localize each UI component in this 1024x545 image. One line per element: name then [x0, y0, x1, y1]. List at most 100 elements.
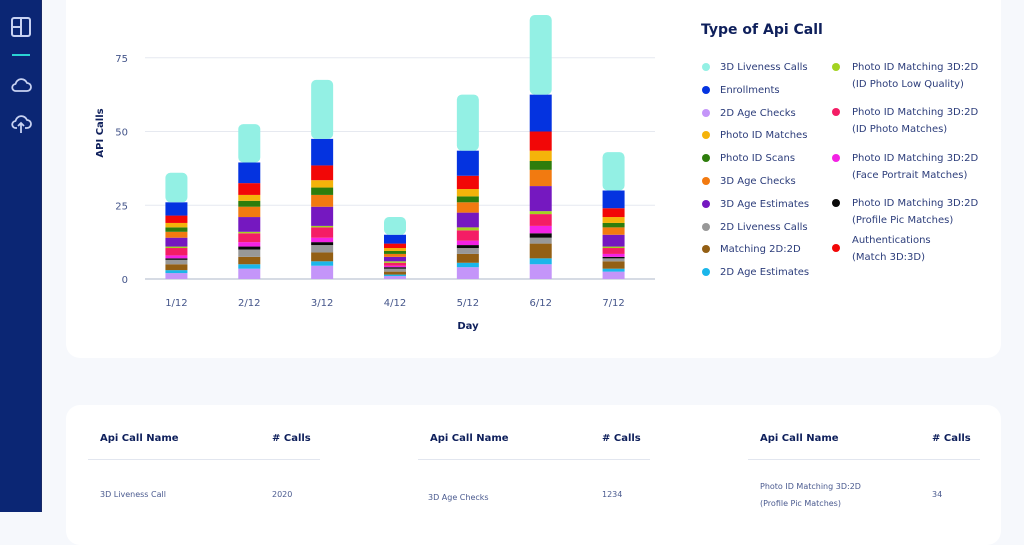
bar-segment[interactable] [384, 276, 406, 279]
bar-segment[interactable] [311, 252, 334, 262]
legend-item[interactable]: Photo ID Matching 3D:2D (Profile Pic Matc… [852, 198, 979, 226]
bar-segment[interactable] [238, 217, 261, 232]
bar-segment[interactable] [456, 94, 479, 151]
bar-segment[interactable] [384, 262, 406, 266]
bar-segment[interactable] [311, 138, 334, 166]
bar-segment[interactable] [165, 231, 188, 238]
bar-segment[interactable] [311, 187, 334, 195]
bar-segment[interactable] [602, 190, 625, 209]
bar-segment[interactable] [456, 262, 479, 268]
bar-segment[interactable] [456, 227, 479, 231]
bar-segment[interactable] [238, 256, 261, 265]
bar-segment[interactable] [602, 256, 625, 259]
bar-segment[interactable] [384, 267, 406, 269]
bar-segment[interactable] [602, 253, 625, 257]
bar-segment[interactable] [384, 271, 406, 275]
bar-segment[interactable] [602, 222, 625, 228]
bar-segment[interactable] [384, 261, 406, 263]
bar-segment[interactable] [238, 246, 261, 250]
bar-segment[interactable] [602, 261, 625, 269]
bar-segment[interactable] [311, 245, 334, 253]
bar-segment[interactable] [529, 186, 552, 212]
bar-segment[interactable] [529, 161, 552, 170]
bar-segment[interactable] [238, 162, 261, 184]
legend-item[interactable]: 2D Age Checks [720, 107, 796, 119]
bar-segment[interactable] [456, 230, 479, 241]
bar-segment[interactable] [384, 268, 406, 272]
bar-segment[interactable] [529, 150, 552, 161]
bar-segment[interactable] [384, 248, 406, 251]
bar-segment[interactable] [238, 194, 261, 201]
legend-item[interactable]: Authentications (Match 3D:3D) [852, 235, 931, 263]
bar-segment[interactable] [384, 234, 406, 244]
bar-segment[interactable] [238, 124, 261, 163]
bar-segment[interactable] [384, 274, 406, 277]
bar-segment[interactable] [384, 243, 406, 249]
bar-segment[interactable] [456, 196, 479, 203]
bar-segment[interactable] [602, 248, 625, 254]
legend-item[interactable]: Matching 2D:2D [720, 244, 801, 256]
bar-segment[interactable] [456, 240, 479, 246]
legend-item[interactable]: Photo ID Matching 3D:2D (Face Portrait Ma… [852, 153, 979, 181]
bar-segment[interactable] [529, 237, 552, 244]
bar-segment[interactable] [456, 245, 479, 249]
bar-segment[interactable] [602, 152, 625, 191]
bar-segment[interactable] [311, 261, 334, 266]
legend-item[interactable]: Photo ID Scans [720, 153, 796, 165]
bar-segment[interactable] [384, 256, 406, 262]
bar-segment[interactable] [311, 242, 334, 246]
bar-segment[interactable] [311, 225, 334, 228]
bar-segment[interactable] [456, 202, 479, 213]
legend-item[interactable]: 2D Liveness Calls [720, 221, 808, 233]
bar-segment[interactable] [529, 214, 552, 226]
bar-segment[interactable] [456, 253, 479, 263]
bar-segment[interactable] [602, 234, 625, 247]
bar-segment[interactable] [311, 237, 334, 243]
bar-segment[interactable] [311, 265, 334, 279]
bar-segment[interactable] [165, 258, 188, 260]
bar-segment[interactable] [529, 264, 552, 279]
bar-segment[interactable] [529, 169, 552, 187]
bar-segment[interactable] [165, 202, 188, 216]
bar-segment[interactable] [238, 183, 261, 195]
bar-segment[interactable] [165, 246, 188, 249]
legend-item[interactable]: Photo ID Matches [720, 130, 808, 142]
bar-segment[interactable] [602, 208, 625, 218]
bar-segment[interactable] [529, 258, 552, 265]
bar-segment[interactable] [165, 172, 188, 203]
bar-segment[interactable] [456, 189, 479, 197]
bar-segment[interactable] [165, 248, 188, 256]
bar-segment[interactable] [238, 268, 261, 279]
bar-segment[interactable] [529, 211, 552, 215]
bar-segment[interactable] [529, 94, 552, 132]
legend-item[interactable]: 2D Age Estimates [720, 267, 810, 279]
cloud-upload-icon[interactable] [10, 112, 32, 134]
bar-segment[interactable] [165, 227, 188, 232]
bar-segment[interactable] [384, 265, 406, 268]
bar-segment[interactable] [602, 271, 625, 279]
bar-segment[interactable] [529, 131, 552, 151]
bar-segment[interactable] [311, 180, 334, 188]
bar-segment[interactable] [456, 267, 479, 279]
bar-segment[interactable] [311, 206, 334, 226]
bar-segment[interactable] [602, 268, 625, 272]
bar-segment[interactable] [165, 259, 188, 265]
bar-segment[interactable] [456, 175, 479, 190]
bar-segment[interactable] [384, 250, 406, 254]
bar-segment[interactable] [238, 233, 261, 243]
layout-icon[interactable] [10, 16, 32, 38]
bar-segment[interactable] [602, 258, 625, 262]
bar-segment[interactable] [311, 194, 334, 207]
bar-segment[interactable] [456, 212, 479, 228]
legend-item[interactable]: 3D Liveness Calls [720, 62, 808, 73]
bar-segment[interactable] [238, 206, 261, 218]
legend-item[interactable]: Enrollments [720, 84, 780, 96]
bar-segment[interactable] [311, 165, 334, 181]
bar-segment[interactable] [384, 217, 406, 235]
bar-segment[interactable] [165, 222, 188, 228]
bar-segment[interactable] [238, 264, 261, 269]
bar-segment[interactable] [238, 249, 261, 257]
bar-segment[interactable] [165, 255, 188, 259]
cloud-icon[interactable] [10, 74, 32, 96]
bar-segment[interactable] [311, 79, 334, 139]
